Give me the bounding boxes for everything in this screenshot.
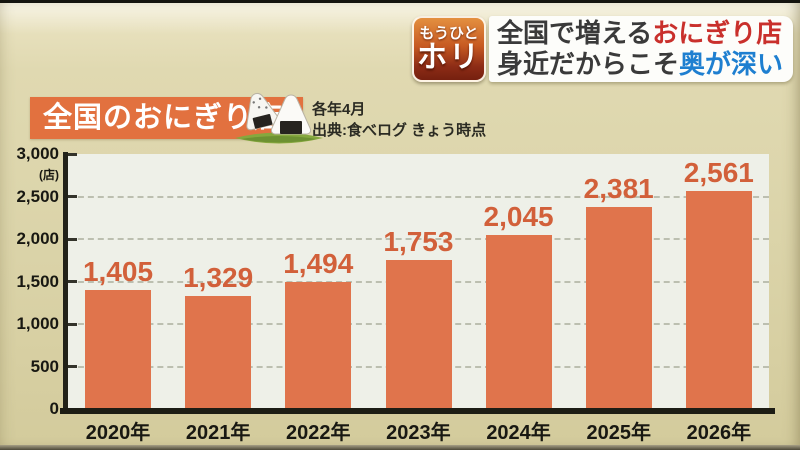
x-axis-line bbox=[60, 408, 775, 414]
bar bbox=[185, 296, 252, 409]
x-axis-label: 2021年 bbox=[185, 422, 251, 444]
x-axis-label: 2020年 bbox=[85, 422, 151, 444]
mouhito-hori-badge: もうひと ホリ bbox=[411, 16, 486, 82]
x-axis-label: 2024年 bbox=[486, 422, 551, 444]
source-note-line-1: 各年4月 bbox=[312, 101, 366, 118]
headline-line-2-plain: 身近だからこそ bbox=[496, 49, 679, 79]
y-axis-label: 1,000 bbox=[16, 314, 59, 333]
bar-value-label: 2,381 bbox=[583, 172, 654, 204]
y-axis-label: 1,500 bbox=[16, 271, 59, 291]
bar bbox=[385, 259, 452, 409]
y-axis-tick bbox=[68, 365, 77, 368]
onigiri-icon bbox=[235, 92, 323, 144]
screen-bottom-edge bbox=[0, 445, 800, 450]
bar bbox=[85, 289, 152, 409]
y-axis-line bbox=[63, 152, 68, 409]
bar-value-label: 1,494 bbox=[283, 248, 354, 279]
headline-line-2-highlight: 奥が深い bbox=[678, 49, 783, 79]
badge-line-1: もうひと bbox=[419, 24, 479, 42]
headline-line-1: 全国で増えるおにぎり店 bbox=[497, 18, 783, 49]
y-axis-label: 0 bbox=[49, 399, 59, 418]
x-axis-label: 2026年 bbox=[686, 422, 752, 444]
y-axis-unit-label: (店) bbox=[39, 168, 59, 182]
x-axis-label: 2025年 bbox=[586, 422, 651, 444]
x-axis-label: 2023年 bbox=[386, 422, 451, 444]
headline-line-1-plain: 全国で増える bbox=[496, 18, 653, 48]
headline-line-1-highlight: おにぎり店 bbox=[652, 18, 783, 48]
bar bbox=[485, 235, 552, 409]
y-axis-label: 500 bbox=[30, 356, 59, 376]
bar bbox=[685, 191, 752, 409]
bar-value-label: 1,405 bbox=[82, 255, 154, 287]
gridline bbox=[68, 238, 769, 240]
y-axis-tick bbox=[68, 322, 77, 326]
badge-line-2: ホリ bbox=[416, 40, 481, 74]
bar-value-label: 2,045 bbox=[483, 201, 554, 233]
source-note-line-2: 出典:食べログ きょう時点 bbox=[312, 122, 487, 139]
bar-value-label: 1,329 bbox=[183, 262, 254, 294]
bar-value-label: 1,753 bbox=[383, 225, 454, 257]
headline-group: もうひと ホリ 全国で増えるおにぎり店 身近だからこそ奥が深い bbox=[411, 16, 793, 82]
bar-value-label: 2,561 bbox=[683, 157, 754, 189]
bar bbox=[285, 282, 352, 409]
headline-panel: 全国で増えるおにぎり店 身近だからこそ奥が深い bbox=[488, 16, 793, 82]
y-axis-label: 2,500 bbox=[16, 186, 59, 206]
headline-line-2: 身近だからこそ奥が深い bbox=[497, 49, 783, 80]
studio-board: もうひと ホリ 全国で増えるおにぎり店 身近だからこそ奥が深い 全国のおにぎり店 bbox=[0, 3, 800, 446]
x-axis-label: 2022年 bbox=[286, 422, 351, 444]
bar bbox=[585, 206, 652, 409]
y-axis-tick bbox=[68, 152, 77, 156]
y-axis-tick bbox=[68, 280, 77, 283]
y-axis-tick bbox=[68, 237, 77, 241]
chart-title: 全国のおにぎり店 bbox=[43, 102, 284, 134]
y-axis-tick bbox=[68, 195, 77, 198]
source-note: 各年4月 出典:食べログ きょう時点 bbox=[312, 99, 486, 141]
y-axis-label: 2,000 bbox=[16, 229, 59, 248]
screen-top-edge bbox=[0, 0, 800, 3]
y-axis-label: 3,000 bbox=[16, 144, 59, 163]
gridline bbox=[68, 195, 769, 198]
